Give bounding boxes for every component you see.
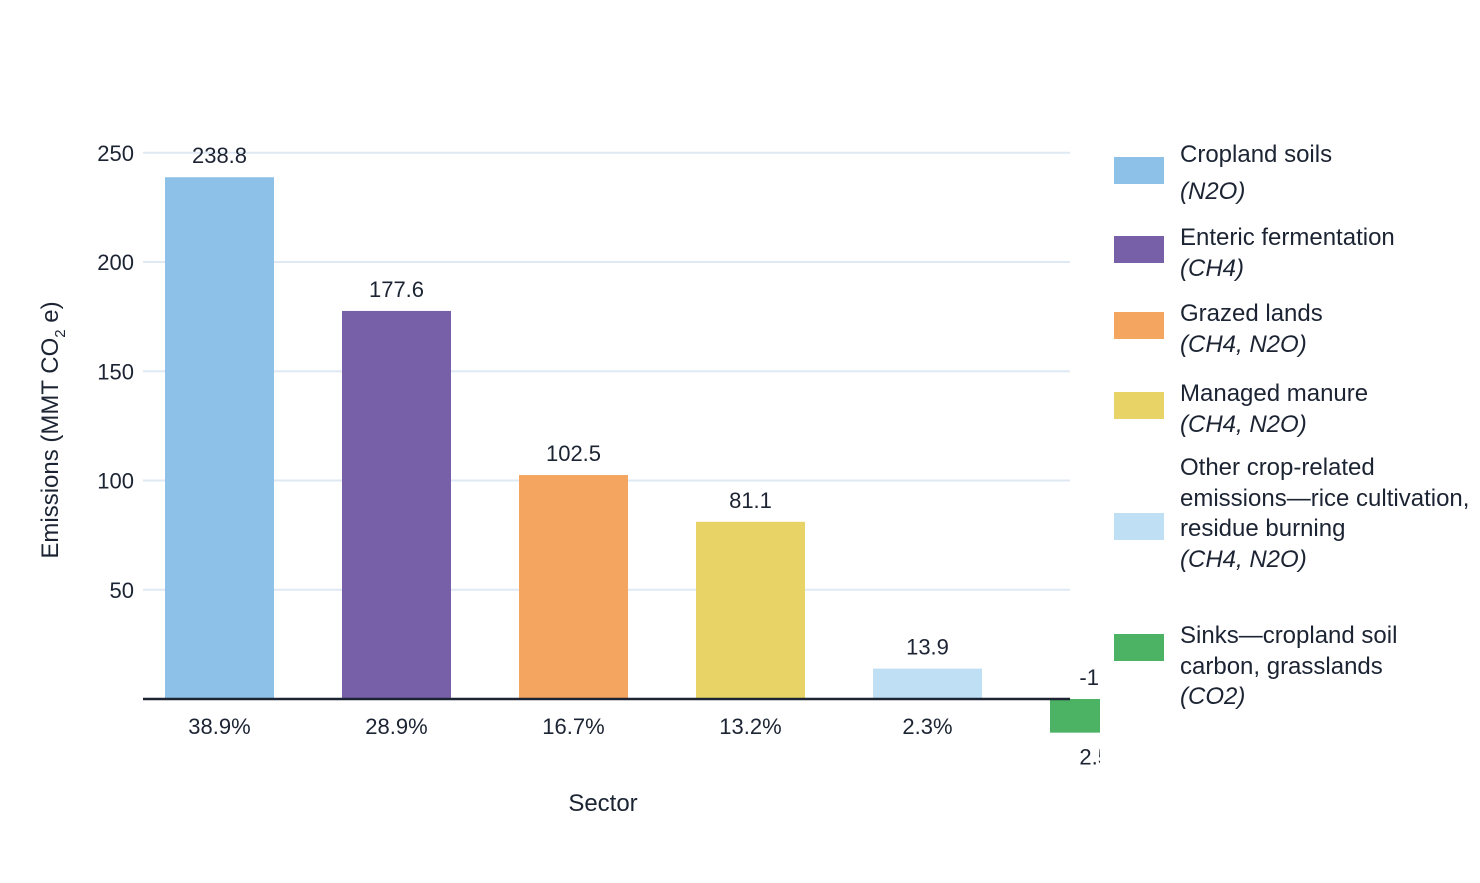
- legend-gas: (CH4): [1180, 254, 1244, 282]
- legend-name: Enteric fermentation: [1180, 224, 1395, 251]
- value-label: -15.4: [1079, 665, 1100, 690]
- y-axis-label-suffix: e): [37, 301, 64, 329]
- share-label: 2.5%: [1079, 745, 1100, 770]
- value-label: 102.5: [546, 441, 601, 466]
- legend-gas: (N2O): [1180, 177, 1246, 205]
- y-tick-label: 100: [97, 469, 134, 494]
- bar: [165, 177, 274, 700]
- bar: [519, 475, 628, 699]
- share-label: 38.9%: [188, 714, 250, 739]
- legend-name: Grazed lands: [1180, 300, 1323, 327]
- y-axis-label: Emissions (MMT CO2 e): [37, 301, 69, 558]
- legend-gas: (CO2): [1180, 683, 1246, 710]
- legend-name: Managed manure: [1180, 380, 1369, 407]
- y-axis-label-subscript: 2: [52, 329, 69, 337]
- y-tick-label: 150: [97, 359, 134, 384]
- legend-swatch: [1114, 392, 1164, 419]
- legend-swatch: [1114, 157, 1164, 184]
- legend-text: Enteric fermentation (CH4): [1180, 223, 1470, 284]
- share-label: 16.7%: [542, 714, 604, 739]
- bar: [873, 668, 982, 699]
- legend-text: Other crop-related emissions—rice cultiv…: [1180, 453, 1470, 575]
- legend-gas: (CH4, N2O): [1180, 410, 1307, 438]
- legend-text: Managed manure (CH4, N2O): [1180, 379, 1470, 440]
- legend-swatch: [1114, 513, 1164, 540]
- legend-swatch: [1114, 236, 1164, 263]
- legend-name: Sinks—cropland soil carbon, grasslands: [1180, 622, 1398, 680]
- share-label: 28.9%: [365, 714, 427, 739]
- y-tick-label: 250: [97, 141, 134, 166]
- y-tick-label: 200: [97, 250, 134, 275]
- legend-swatch: [1114, 634, 1164, 661]
- legend-text: Sinks—cropland soil carbon, grasslands (C…: [1180, 621, 1470, 713]
- legend-gas: (CH4, N2O): [1180, 545, 1307, 573]
- bar: [342, 310, 451, 699]
- share-labels: 38.9% 28.9% 16.7% 13.2% 2.3% 2.5%: [188, 714, 1100, 770]
- legend-name: Cropland soils: [1180, 141, 1333, 168]
- value-label: 13.9: [906, 635, 949, 660]
- y-axis-label-main: Emissions (MMT CO: [37, 338, 64, 559]
- legend-name: Other crop-related emissions—rice cultiv…: [1180, 454, 1470, 542]
- value-label: 81.1: [729, 488, 772, 513]
- share-label: 2.3%: [902, 714, 952, 739]
- legend: Cropland soils (N2O) Enteric fermentation (…: [1114, 0, 1474, 883]
- legend-gas: (CH4, N2O): [1180, 330, 1307, 358]
- y-axis-ticks: 50 100 150 200 250: [97, 141, 134, 603]
- value-label: 238.8: [192, 143, 247, 168]
- x-axis-label: Sector: [568, 790, 637, 817]
- legend-text: Cropland soils (N2O): [1180, 140, 1470, 207]
- bar: [696, 521, 805, 699]
- y-tick-label: 50: [110, 578, 134, 603]
- value-labels: 238.8 177.6 102.5 81.1 13.9 -15.4: [192, 143, 1100, 690]
- legend-text: Grazed lands (CH4, N2O): [1180, 299, 1470, 360]
- share-label: 13.2%: [719, 714, 781, 739]
- bar: [1050, 699, 1100, 733]
- gridlines: [143, 151, 1070, 591]
- bar-chart: 50 100 150 200 250 238.8 177.6 102.5 81.1 13.9 -1…: [37, 141, 1100, 817]
- legend-swatch: [1114, 312, 1164, 339]
- bars: [165, 177, 1100, 733]
- value-label: 177.6: [369, 277, 424, 302]
